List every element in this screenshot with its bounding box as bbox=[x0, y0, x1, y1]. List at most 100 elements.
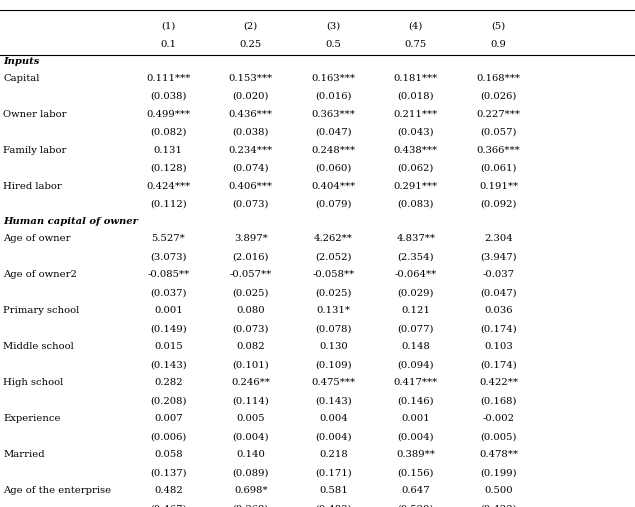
Text: (0.057): (0.057) bbox=[480, 128, 517, 137]
Text: 0.082: 0.082 bbox=[236, 342, 265, 351]
Text: 0.246**: 0.246** bbox=[231, 378, 271, 387]
Text: 0.007: 0.007 bbox=[154, 414, 183, 423]
Text: (0.018): (0.018) bbox=[398, 92, 434, 101]
Text: (0.078): (0.078) bbox=[315, 324, 352, 333]
Text: 0.004: 0.004 bbox=[319, 414, 348, 423]
Text: 0.058: 0.058 bbox=[154, 450, 183, 459]
Text: 0.25: 0.25 bbox=[239, 40, 262, 49]
Text: (3.947): (3.947) bbox=[480, 252, 517, 261]
Text: (0.038): (0.038) bbox=[232, 128, 269, 137]
Text: Family labor: Family labor bbox=[3, 146, 67, 155]
Text: 0.282: 0.282 bbox=[154, 378, 183, 387]
Text: (0.529): (0.529) bbox=[398, 504, 434, 507]
Text: (0.174): (0.174) bbox=[480, 324, 517, 333]
Text: 0.698*: 0.698* bbox=[234, 486, 267, 495]
Text: 3.897*: 3.897* bbox=[234, 234, 268, 243]
Text: 4.262**: 4.262** bbox=[314, 234, 353, 243]
Text: (0.025): (0.025) bbox=[315, 288, 352, 297]
Text: 0.248***: 0.248*** bbox=[311, 146, 356, 155]
Text: (0.062): (0.062) bbox=[398, 164, 434, 173]
Text: 0.5: 0.5 bbox=[325, 40, 342, 49]
Text: (0.109): (0.109) bbox=[315, 360, 352, 369]
Text: 0.153***: 0.153*** bbox=[229, 74, 273, 83]
Text: 0.036: 0.036 bbox=[485, 306, 512, 315]
Text: Middle school: Middle school bbox=[3, 342, 74, 351]
Text: (0.047): (0.047) bbox=[480, 288, 517, 297]
Text: 0.001: 0.001 bbox=[154, 306, 183, 315]
Text: (0.005): (0.005) bbox=[480, 432, 517, 441]
Text: (0.074): (0.074) bbox=[232, 164, 269, 173]
Text: (0.026): (0.026) bbox=[480, 92, 517, 101]
Text: (0.101): (0.101) bbox=[232, 360, 269, 369]
Text: (3): (3) bbox=[326, 22, 340, 31]
Text: High school: High school bbox=[3, 378, 64, 387]
Text: Capital: Capital bbox=[3, 74, 39, 83]
Text: (0.004): (0.004) bbox=[315, 432, 352, 441]
Text: (0.156): (0.156) bbox=[398, 468, 434, 477]
Text: (0.004): (0.004) bbox=[232, 432, 269, 441]
Text: Owner labor: Owner labor bbox=[3, 110, 67, 119]
Text: -0.057**: -0.057** bbox=[230, 270, 272, 279]
Text: (0.083): (0.083) bbox=[398, 200, 434, 209]
Text: 0.191**: 0.191** bbox=[479, 182, 518, 191]
Text: (0.094): (0.094) bbox=[398, 360, 434, 369]
Text: (0.029): (0.029) bbox=[398, 288, 434, 297]
Text: 0.424***: 0.424*** bbox=[146, 182, 190, 191]
Text: 0.499***: 0.499*** bbox=[146, 110, 190, 119]
Text: 0.234***: 0.234*** bbox=[229, 146, 273, 155]
Text: (4): (4) bbox=[409, 22, 423, 31]
Text: 0.581: 0.581 bbox=[319, 486, 348, 495]
Text: (0.149): (0.149) bbox=[150, 324, 187, 333]
Text: (0.168): (0.168) bbox=[480, 396, 517, 405]
Text: 0.417***: 0.417*** bbox=[394, 378, 438, 387]
Text: (0.112): (0.112) bbox=[150, 200, 187, 209]
Text: (0.128): (0.128) bbox=[150, 164, 187, 173]
Text: (0.006): (0.006) bbox=[150, 432, 187, 441]
Text: (0.174): (0.174) bbox=[480, 360, 517, 369]
Text: 0.121: 0.121 bbox=[401, 306, 431, 315]
Text: Age of owner2: Age of owner2 bbox=[3, 270, 77, 279]
Text: (0.061): (0.061) bbox=[480, 164, 517, 173]
Text: 0.9: 0.9 bbox=[491, 40, 507, 49]
Text: (0.043): (0.043) bbox=[398, 128, 434, 137]
Text: 0.015: 0.015 bbox=[154, 342, 183, 351]
Text: 0.436***: 0.436*** bbox=[229, 110, 273, 119]
Text: (0.208): (0.208) bbox=[150, 396, 187, 405]
Text: -0.058**: -0.058** bbox=[312, 270, 354, 279]
Text: (0.073): (0.073) bbox=[232, 324, 269, 333]
Text: (5): (5) bbox=[491, 22, 505, 31]
Text: (0.082): (0.082) bbox=[150, 128, 187, 137]
Text: Inputs: Inputs bbox=[3, 57, 39, 66]
Text: Human capital of owner: Human capital of owner bbox=[3, 217, 138, 226]
Text: 0.103: 0.103 bbox=[484, 342, 513, 351]
Text: Primary school: Primary school bbox=[3, 306, 79, 315]
Text: 5.527*: 5.527* bbox=[151, 234, 185, 243]
Text: 0.227***: 0.227*** bbox=[476, 110, 521, 119]
Text: Age of the enterprise: Age of the enterprise bbox=[3, 486, 111, 495]
Text: (2.052): (2.052) bbox=[315, 252, 352, 261]
Text: Married: Married bbox=[3, 450, 45, 459]
Text: (2.354): (2.354) bbox=[398, 252, 434, 261]
Text: (0.199): (0.199) bbox=[480, 468, 517, 477]
Text: (0.092): (0.092) bbox=[480, 200, 517, 209]
Text: (0.114): (0.114) bbox=[232, 396, 269, 405]
Text: (0.016): (0.016) bbox=[315, 92, 352, 101]
Text: (0.038): (0.038) bbox=[150, 92, 187, 101]
Text: 0.482: 0.482 bbox=[154, 486, 183, 495]
Text: 0.75: 0.75 bbox=[404, 40, 427, 49]
Text: (0.047): (0.047) bbox=[315, 128, 352, 137]
Text: 0.500: 0.500 bbox=[484, 486, 513, 495]
Text: (1): (1) bbox=[161, 22, 175, 31]
Text: (0.423): (0.423) bbox=[480, 504, 517, 507]
Text: 0.140: 0.140 bbox=[236, 450, 265, 459]
Text: (0.077): (0.077) bbox=[398, 324, 434, 333]
Text: 0.291***: 0.291*** bbox=[394, 182, 438, 191]
Text: 0.001: 0.001 bbox=[401, 414, 431, 423]
Text: 0.130: 0.130 bbox=[319, 342, 348, 351]
Text: 0.478**: 0.478** bbox=[479, 450, 518, 459]
Text: 0.404***: 0.404*** bbox=[311, 182, 356, 191]
Text: (0.025): (0.025) bbox=[232, 288, 269, 297]
Text: (0.482): (0.482) bbox=[315, 504, 352, 507]
Text: (0.004): (0.004) bbox=[398, 432, 434, 441]
Text: -0.037: -0.037 bbox=[483, 270, 514, 279]
